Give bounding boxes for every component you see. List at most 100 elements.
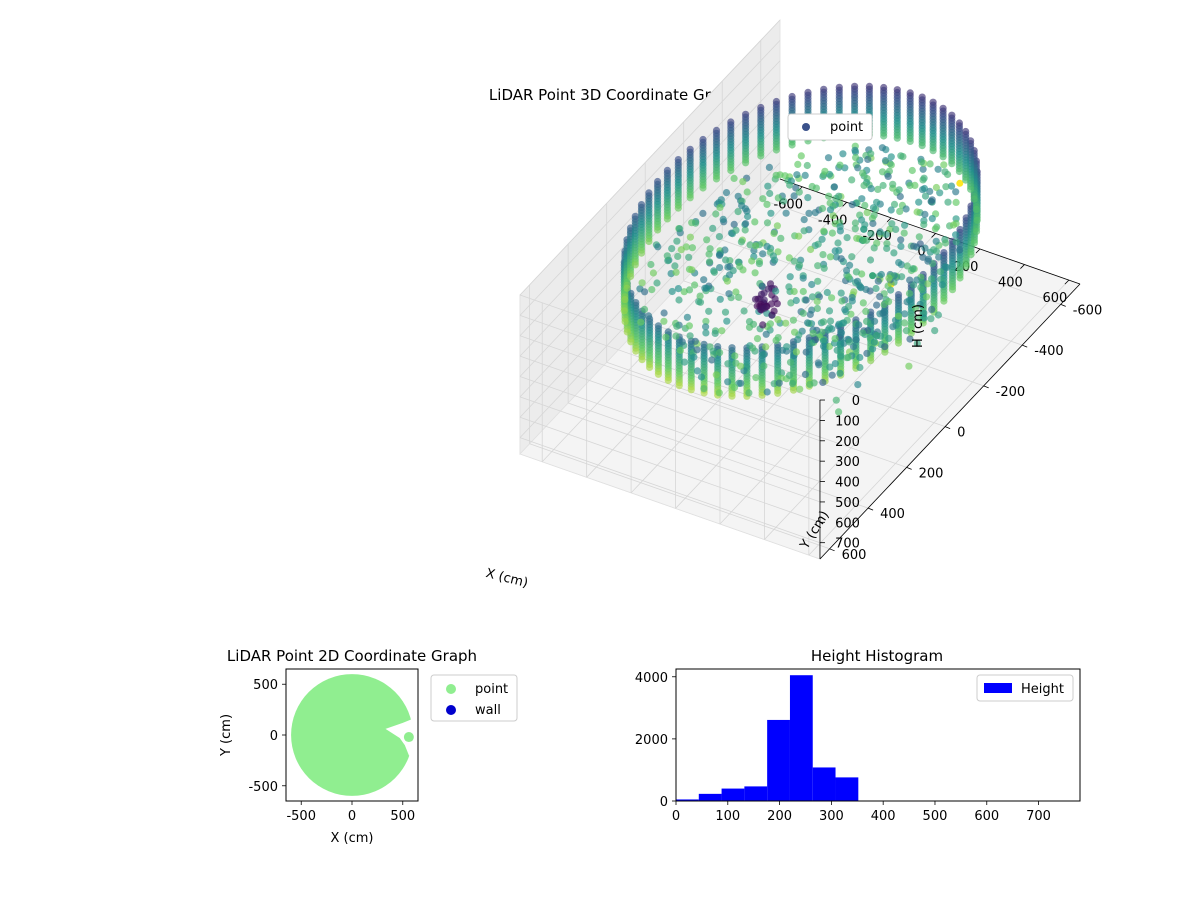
chart-3d-point	[797, 152, 805, 160]
chart-3d-point	[916, 240, 924, 248]
chart-3d-point	[772, 146, 781, 154]
chart-3d-point	[686, 233, 695, 241]
chart-2d-title: LiDAR Point 2D Coordinate Graph	[227, 647, 477, 665]
chart-3d-point	[859, 299, 867, 307]
chart-3d-point	[906, 137, 914, 145]
chart-3d-point	[885, 274, 893, 282]
chart-3d-point	[839, 150, 847, 158]
chart-3d-point	[890, 249, 898, 257]
chart-3d-point	[741, 205, 750, 213]
chart-3d-ztick-label: 100	[835, 414, 860, 429]
chart-3d-point	[790, 257, 798, 265]
chart-3d-point	[731, 352, 739, 360]
chart-3d-point	[638, 356, 646, 364]
chart-3d-point	[752, 374, 760, 382]
chart-3d-point	[774, 316, 782, 324]
chart-3d-point	[696, 292, 704, 300]
chart-3d-point	[763, 242, 771, 250]
chart-3d-point	[897, 242, 905, 250]
chart-3d-point	[716, 264, 724, 272]
chart-3d-point	[646, 363, 654, 371]
chart-3d-point	[896, 207, 904, 215]
chart-3d-point	[732, 288, 740, 296]
chart-3d-point	[851, 219, 860, 227]
chart-3d-point	[804, 319, 812, 327]
chart-3d-point	[855, 321, 863, 329]
chart-3d-point	[716, 349, 724, 357]
chart-3d-point	[867, 357, 875, 365]
chart-3d-point	[693, 367, 702, 375]
chart-3d-point	[763, 219, 772, 227]
histogram-bar	[812, 767, 836, 801]
chart-3d-point	[825, 307, 834, 315]
chart-3d-point	[730, 383, 739, 392]
chart-3d-ytick-label: -400	[1034, 344, 1064, 359]
chart-3d-point	[864, 155, 872, 163]
chart-3d-ztick-label: 500	[835, 496, 860, 511]
chart-3d-point	[931, 225, 940, 233]
chart-3d-point	[709, 224, 717, 232]
histogram-bar	[721, 788, 745, 801]
chart-3d-point	[743, 188, 751, 196]
chart-3d-point	[850, 288, 858, 296]
chart-3d-point	[672, 268, 680, 276]
chart-3d-point	[885, 298, 893, 306]
chart-3d-point	[700, 276, 708, 284]
chart-3d-point	[853, 277, 862, 285]
chart-3d-point	[660, 309, 668, 317]
chart-3d-point	[881, 348, 889, 356]
chart-2d-legend-label-point: point	[475, 682, 508, 697]
chart-3d-point	[702, 317, 710, 325]
chart-3d-point	[811, 209, 819, 217]
chart-3d-point	[845, 338, 854, 346]
chart-3d-point	[927, 197, 935, 205]
chart-3d-point	[757, 152, 765, 160]
chart-3d-point	[859, 169, 867, 177]
chart-2d-legend: point wall	[430, 674, 518, 722]
chart-3d-point	[956, 179, 964, 187]
chart-3d-point	[921, 192, 930, 200]
chart-3d-point	[705, 250, 713, 258]
chart-3d-point	[673, 237, 681, 245]
histogram-xtick-label: 200	[767, 809, 792, 824]
chart-3d-point	[746, 241, 754, 249]
chart-3d-point	[676, 346, 685, 354]
chart-3d-point	[690, 353, 698, 361]
chart-3d-point	[745, 318, 754, 326]
chart-3d-point	[836, 161, 844, 169]
chart-3d-point	[919, 253, 927, 261]
chart-3d-point	[780, 197, 788, 205]
chart-3d-point	[775, 379, 783, 387]
chart-3d-point	[722, 189, 731, 197]
chart-3d-point	[930, 246, 938, 254]
chart-3d-point	[831, 360, 839, 368]
chart-3d-point	[835, 320, 843, 328]
chart-3d-point	[712, 210, 720, 218]
chart-3d-point	[873, 198, 881, 206]
chart-3d-point	[845, 302, 853, 310]
chart-3d-point	[801, 171, 809, 179]
chart-3d-point	[941, 168, 949, 176]
chart-histogram: Height Histogram 0 100 200 300 400 500 600 7000…	[635, 647, 1081, 824]
chart-3d-point	[872, 284, 880, 293]
chart-2d-xtick-label: 0	[348, 809, 356, 824]
chart-3d-point	[749, 344, 757, 352]
chart-2d-xtick-label: 500	[390, 809, 415, 824]
chart-3d-point	[744, 212, 752, 221]
chart-3d-point	[648, 286, 656, 294]
chart-3d-xtick-label: 400	[998, 276, 1023, 291]
chart-3d-point	[724, 378, 732, 386]
chart-3d-point	[766, 189, 774, 198]
chart-2d-ylabel: Y (cm)	[219, 714, 234, 757]
chart-3d-point	[942, 239, 950, 247]
chart-3d-point	[826, 317, 835, 325]
chart-3d-point	[852, 268, 861, 276]
chart-3d-point	[631, 261, 639, 269]
chart-3d-point	[887, 161, 895, 169]
chart-3d-point	[805, 209, 813, 217]
chart-3d-point	[705, 258, 714, 266]
chart-3d-point	[924, 257, 932, 265]
chart-3d-point	[834, 239, 842, 247]
chart-3d-point	[815, 361, 823, 369]
